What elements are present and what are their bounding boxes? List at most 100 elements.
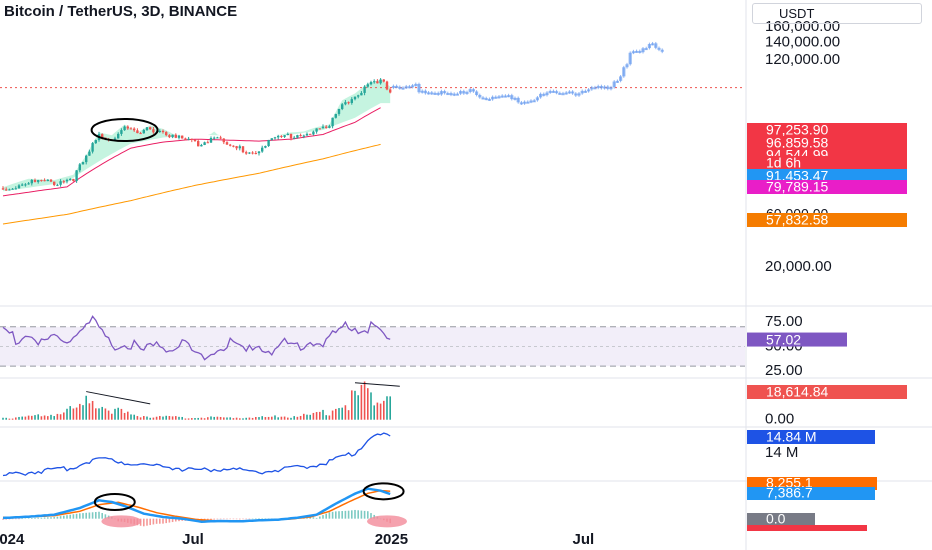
histogram-trendline bbox=[86, 391, 151, 405]
price-tag-bg bbox=[747, 180, 907, 194]
candle-body bbox=[328, 126, 331, 128]
candle-body bbox=[117, 133, 120, 139]
candle-body bbox=[353, 96, 357, 100]
projection-bar bbox=[436, 92, 440, 95]
histogram-bar bbox=[229, 417, 231, 420]
macd-histogram-bar bbox=[72, 514, 75, 519]
candle-body bbox=[251, 152, 254, 154]
candle-body bbox=[40, 180, 43, 182]
projection-bar bbox=[660, 49, 664, 52]
price-tag-bg bbox=[747, 123, 907, 137]
histogram-bar bbox=[283, 416, 286, 420]
candle-body bbox=[280, 135, 283, 137]
projection-bar bbox=[404, 86, 408, 89]
histogram-bar bbox=[373, 405, 375, 420]
macd-histogram-bar bbox=[98, 511, 100, 519]
candle-body bbox=[152, 129, 155, 133]
candle-body bbox=[213, 137, 216, 139]
symbol-title[interactable]: Bitcoin / TetherUS, 3D, BINANCE bbox=[4, 3, 238, 20]
projection-bar bbox=[497, 96, 501, 99]
histogram-bar bbox=[194, 418, 196, 420]
projection-bar bbox=[635, 50, 639, 53]
price-axis-tick: 20,000.00 bbox=[765, 258, 832, 275]
candle-body bbox=[133, 128, 136, 131]
macd-histogram-bar bbox=[146, 518, 148, 526]
macd-histogram-bar bbox=[210, 518, 212, 521]
macd-histogram-bar bbox=[239, 518, 241, 520]
projection-bar bbox=[443, 91, 447, 94]
histogram-bar bbox=[59, 414, 62, 420]
price-tag: 96,859.58 bbox=[766, 135, 828, 151]
macd-histogram-bar bbox=[312, 517, 315, 519]
histogram-bar bbox=[178, 416, 180, 420]
projection-bar bbox=[587, 89, 591, 92]
macd-histogram-bar bbox=[245, 518, 247, 520]
histogram-bar bbox=[136, 416, 139, 420]
histogram-bar bbox=[280, 416, 283, 420]
histogram-bar bbox=[21, 416, 23, 420]
currency-selector[interactable]: USDT bbox=[752, 3, 922, 24]
obv-line bbox=[2, 432, 391, 477]
projection-bar bbox=[401, 87, 405, 90]
projection-bar bbox=[647, 44, 651, 49]
candle-body bbox=[219, 137, 222, 139]
histogram-bar bbox=[216, 416, 219, 420]
candle-body bbox=[325, 126, 328, 128]
projection-bar bbox=[625, 64, 629, 68]
projection-bar bbox=[459, 91, 463, 94]
histogram-bar bbox=[219, 416, 222, 420]
macd-histogram-bar bbox=[95, 512, 97, 519]
candle-body bbox=[94, 140, 97, 144]
histogram-bar bbox=[197, 417, 199, 420]
candle-body bbox=[158, 130, 161, 133]
candle-body bbox=[62, 181, 65, 183]
histogram-bar bbox=[75, 407, 78, 420]
projection-bar bbox=[567, 91, 571, 94]
histogram-bar bbox=[264, 417, 267, 420]
macd-histogram-bar bbox=[344, 510, 347, 519]
projection-bar bbox=[551, 90, 555, 93]
projection-bar bbox=[545, 92, 549, 96]
histogram-bar bbox=[303, 413, 305, 420]
price-tag-bg bbox=[747, 169, 907, 183]
histogram-bar bbox=[117, 407, 119, 420]
histogram-bar bbox=[335, 408, 337, 420]
histogram-bar bbox=[63, 412, 65, 420]
candle-body bbox=[123, 126, 126, 131]
candle-body bbox=[241, 146, 245, 153]
projection-bar bbox=[407, 86, 411, 89]
macd-histogram-bar bbox=[319, 516, 321, 519]
candle-body bbox=[337, 108, 341, 114]
histogram-bar bbox=[5, 417, 7, 420]
projection-bar bbox=[484, 98, 488, 101]
projection-bar bbox=[590, 87, 594, 90]
macd-value-tag: 0.0 bbox=[766, 511, 786, 527]
histogram-bar bbox=[95, 408, 97, 420]
projection-bar bbox=[471, 89, 475, 92]
macd-histogram-bar bbox=[232, 518, 235, 520]
price-ellipse-annotation bbox=[90, 117, 159, 142]
rsi-axis-tick: 75.00 bbox=[765, 313, 803, 330]
price-axis-tick: 140,000.00 bbox=[765, 33, 840, 50]
histogram-bar bbox=[130, 414, 132, 420]
projection-bar bbox=[430, 92, 434, 95]
candle-body bbox=[184, 138, 187, 140]
obv-tag-bg bbox=[747, 430, 875, 444]
time-axis-tick: Jul bbox=[182, 531, 204, 548]
candle-body bbox=[299, 135, 302, 137]
projection-bar bbox=[420, 90, 424, 93]
macd-histogram-bar bbox=[216, 518, 219, 520]
histogram-bar bbox=[18, 416, 20, 420]
histogram-bar bbox=[69, 406, 71, 420]
macd-histogram-bar bbox=[27, 518, 30, 519]
macd-histogram-bar bbox=[251, 518, 254, 520]
histogram-bar bbox=[347, 410, 350, 420]
histogram-bar bbox=[312, 412, 315, 420]
projection-bar bbox=[462, 91, 466, 94]
macd-histogram-bar bbox=[226, 518, 228, 520]
candle-body bbox=[286, 133, 289, 136]
candle-body bbox=[24, 184, 27, 186]
projection-bar bbox=[542, 93, 546, 96]
macd-histogram-bar bbox=[360, 510, 363, 519]
